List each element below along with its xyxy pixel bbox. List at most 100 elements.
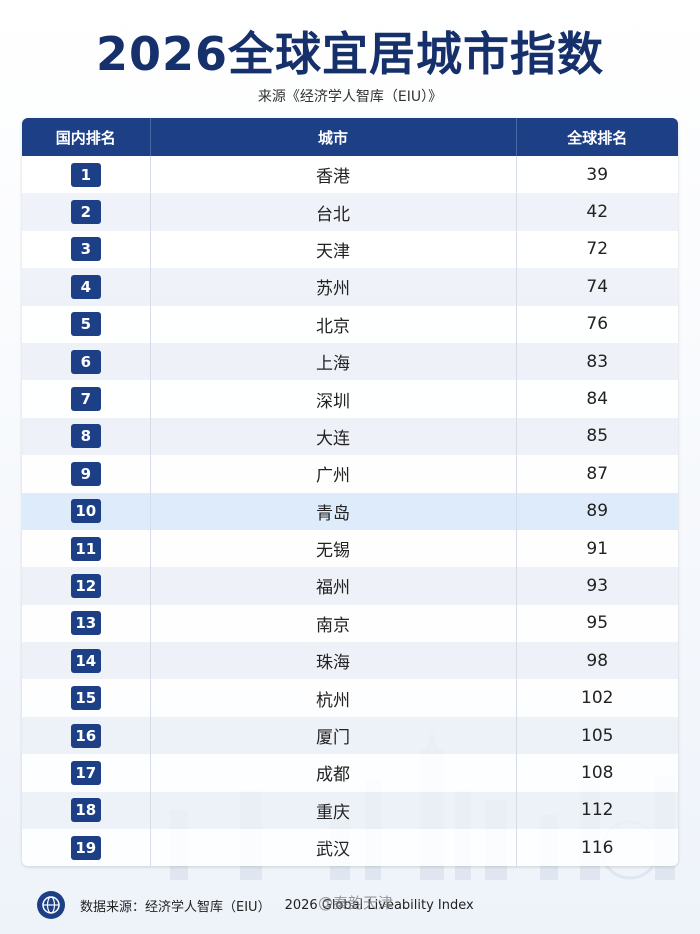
- table-row: 6 上海 83: [22, 342, 678, 381]
- rank-cell: 7: [22, 380, 151, 418]
- global-rank-cell: 85: [586, 426, 609, 447]
- rank-cell: 15: [22, 679, 151, 717]
- city-cell: 台北: [151, 193, 517, 231]
- rank-cell: 18: [22, 791, 151, 830]
- table-row: 15 杭州 102: [22, 679, 678, 717]
- global-rank-cell: 93: [586, 575, 609, 596]
- rank-badge: 9: [70, 461, 101, 486]
- global-rank-cell: 102: [581, 688, 614, 709]
- city-cell: 厦门: [151, 716, 517, 755]
- footer: 数据来源：经济学人智库（EIU） 2026 Global Liveability…: [36, 890, 488, 920]
- rank-cell: 3: [22, 230, 151, 269]
- rank-badge: 2: [70, 200, 101, 225]
- global-rank-cell: 42: [586, 202, 609, 223]
- city-cell: 北京: [151, 305, 517, 343]
- city-cell: 上海: [151, 342, 517, 381]
- table-row: 2 台北 42: [22, 193, 678, 231]
- table-row: 14 珠海 98: [22, 642, 678, 680]
- table-row: 16 厦门 105: [22, 716, 678, 755]
- global-rank-cell: 112: [581, 800, 614, 821]
- global-rank-cell: 84: [586, 389, 609, 410]
- city-cell: 珠海: [151, 642, 517, 680]
- global-rank-cell: 98: [586, 650, 609, 671]
- global-rank-cell: 74: [586, 276, 609, 297]
- rank-cell: 10: [22, 492, 151, 530]
- global-rank-cell: 105: [581, 725, 614, 746]
- rank-badge: 4: [70, 274, 101, 299]
- table-row: 9 广州 87: [22, 455, 678, 493]
- city-cell: 成都: [151, 754, 517, 792]
- table: 国内排名 城市 全球排名 1 香港 39 2 台北 42 3 天津 72 4 苏州 74 5 北京 76 6 上…: [22, 118, 678, 867]
- global-rank-cell: 91: [586, 538, 609, 559]
- table-row: 18 重庆 112: [22, 791, 678, 830]
- city-cell: 南京: [151, 604, 517, 643]
- column-header: 全球排名: [567, 128, 628, 147]
- footer-index: 2026 Global Liveability Index: [284, 897, 474, 913]
- global-rank-cell: 95: [586, 613, 609, 634]
- rank-badge: 18: [70, 798, 101, 823]
- rank-badge: 11: [70, 536, 101, 561]
- table-row: 11 无锡 91: [22, 529, 678, 568]
- rank-cell: 8: [22, 417, 151, 456]
- rank-cell: 17: [22, 754, 151, 792]
- subtitle: 来源《经济学人智库（EIU）》: [257, 89, 443, 105]
- rank-badge: 15: [70, 686, 101, 711]
- rank-cell: 5: [22, 305, 151, 343]
- column-header: 国内排名: [22, 118, 151, 156]
- rank-cell: 11: [22, 529, 151, 568]
- city-cell: 深圳: [151, 380, 517, 418]
- city-cell: 杭州: [151, 679, 517, 717]
- table-row: 8 大连 85: [22, 417, 678, 456]
- title: 2026全球宜居城市指数: [95, 27, 605, 81]
- city-cell: 大连: [151, 417, 517, 456]
- rank-badge: 12: [70, 573, 101, 598]
- city-cell: 苏州: [151, 268, 517, 306]
- city-cell: 重庆: [151, 791, 517, 830]
- table-row: 5 北京 76: [22, 305, 678, 343]
- rank-badge: 3: [70, 237, 101, 262]
- table-row: 1 香港 39: [22, 156, 678, 194]
- rank-cell: 14: [22, 642, 151, 680]
- table-row: 12 福州 93: [22, 567, 678, 605]
- global-rank-cell: 39: [586, 164, 609, 185]
- rank-cell: 9: [22, 455, 151, 493]
- rank-cell: 2: [22, 193, 151, 231]
- rank-badge: 13: [70, 611, 101, 636]
- city-cell: 天津: [151, 230, 517, 269]
- table-row: 19 武汉 116: [22, 829, 678, 867]
- rank-badge: 1: [70, 162, 101, 187]
- rank-badge: 5: [70, 312, 101, 337]
- table-row: 4 苏州 74: [22, 268, 678, 306]
- city-cell: 青岛: [151, 492, 517, 530]
- rank-cell: 1: [22, 156, 151, 194]
- rank-cell: 16: [22, 716, 151, 755]
- city-cell: 无锡: [151, 529, 517, 568]
- city-cell: 武汉: [151, 829, 517, 867]
- table-row: 17 成都 108: [22, 754, 678, 792]
- rank-cell: 12: [22, 567, 151, 605]
- column-header: 城市: [151, 118, 517, 156]
- table-body: 1 香港 39 2 台北 42 3 天津 72 4 苏州 74 5 北京 76 6 上海 83 7 深圳 84 8 大连 85…: [22, 156, 678, 867]
- globe-icon: [37, 891, 65, 919]
- global-rank-cell: 72: [586, 239, 609, 260]
- global-rank-cell: 116: [581, 837, 614, 858]
- table-header: 国内排名 城市 全球排名: [22, 118, 678, 156]
- global-rank-cell: 108: [581, 762, 614, 783]
- footer-source: 数据来源：经济学人智库（EIU）: [80, 899, 271, 915]
- rank-badge: 17: [70, 760, 101, 785]
- rank-badge: 19: [70, 835, 101, 860]
- rank-cell: 19: [22, 829, 151, 867]
- city-cell: 广州: [151, 455, 517, 493]
- rank-badge: 16: [70, 723, 101, 748]
- rank-badge: 14: [70, 648, 101, 673]
- rank-cell: 13: [22, 604, 151, 643]
- table-row: 10 青岛 89: [22, 492, 678, 530]
- global-rank-cell: 87: [586, 463, 609, 484]
- table-row: 7 深圳 84: [22, 380, 678, 418]
- city-cell: 福州: [151, 567, 517, 605]
- table-row: 13 南京 95: [22, 604, 678, 643]
- global-rank-cell: 76: [586, 314, 609, 335]
- city-cell: 香港: [151, 156, 517, 194]
- global-rank-cell: 89: [586, 501, 609, 522]
